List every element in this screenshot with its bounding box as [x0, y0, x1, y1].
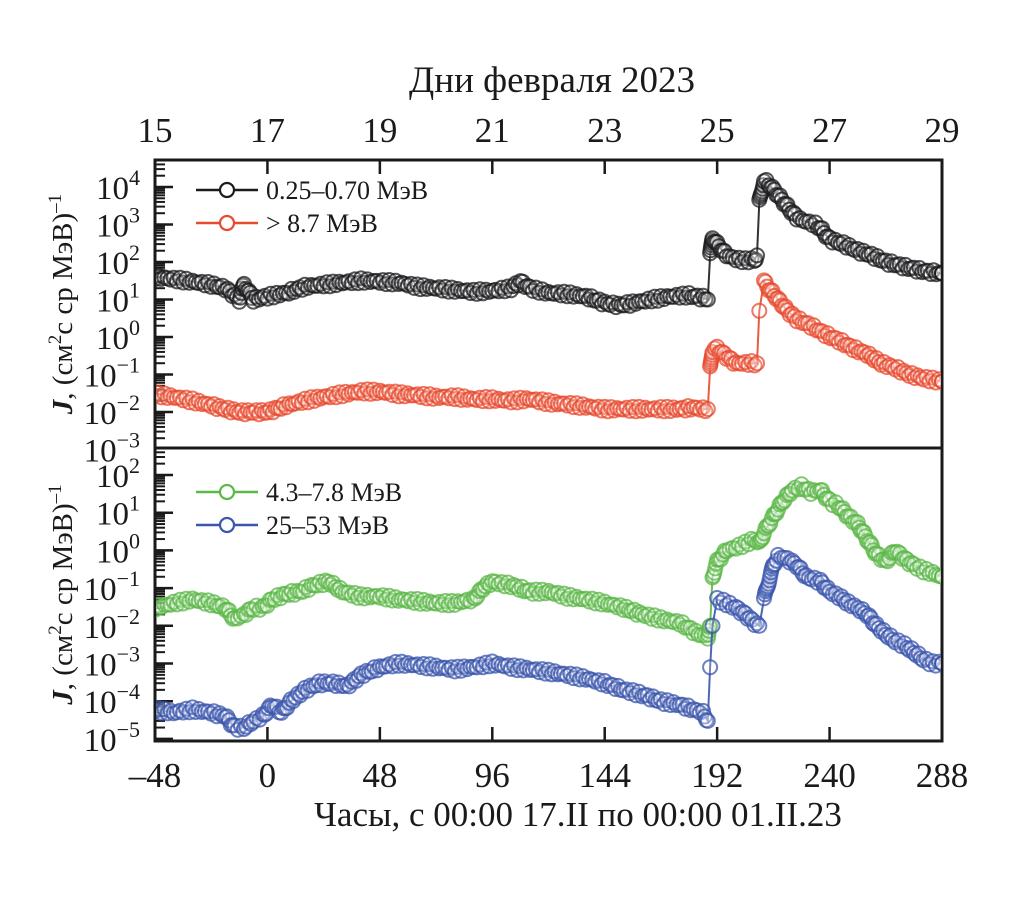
y-tick-label: 10−2 — [84, 390, 140, 432]
data-point — [704, 617, 721, 634]
x-tick-label: 288 — [916, 756, 969, 795]
top-day-label: 21 — [475, 111, 510, 150]
top-panel-series — [156, 172, 941, 423]
data-point — [934, 373, 941, 390]
legend-marker-icon — [218, 516, 236, 534]
legend-item: 0.25–0.70 МэВ — [196, 176, 428, 205]
legend-item: 25–53 МэВ — [196, 511, 389, 540]
y-tick-label: 100 — [96, 315, 140, 357]
y-axis-label: J, (см2с ср МэВ)–1 — [45, 484, 79, 705]
x-tick-label: 48 — [362, 756, 397, 795]
data-point — [751, 617, 768, 634]
legend-label: 25–53 МэВ — [266, 511, 389, 540]
top-day-label: 19 — [362, 111, 397, 150]
y-tick-label: 10−5 — [84, 717, 140, 759]
legend-marker-icon — [218, 214, 236, 232]
legend-label: 0.25–0.70 МэВ — [266, 176, 428, 205]
series-markers-2 — [156, 546, 941, 738]
data-point — [749, 247, 765, 264]
series-line-1 — [156, 485, 941, 639]
y-tick-label: 101 — [96, 278, 140, 320]
y-tick-label: 103 — [96, 203, 140, 245]
series-markers-2 — [156, 272, 941, 423]
top-day-label: 23 — [587, 111, 622, 150]
top-day-label: 17 — [250, 111, 285, 150]
x-tick-label: 192 — [691, 756, 744, 795]
legend-marker-icon — [218, 483, 236, 501]
y-tick-label: 10−1 — [84, 353, 140, 395]
x-tick-label: –48 — [128, 756, 182, 795]
y-tick-label: 102 — [96, 453, 140, 495]
x-axis-label: Часы, с 00:00 17.II по 00:00 01.II.23 — [314, 795, 842, 834]
series-markers-1 — [156, 172, 941, 316]
y-tick-label: 10−3 — [84, 642, 140, 684]
data-point — [934, 265, 941, 282]
data-point — [934, 655, 941, 672]
top-day-label: 29 — [925, 111, 960, 150]
data-point — [702, 659, 719, 676]
data-point — [749, 355, 765, 372]
x-tick-labels: –48 0 48 96 144 192 240 288 — [128, 756, 969, 795]
y-tick-label: 100 — [96, 528, 140, 570]
x-tick-label: 96 — [475, 756, 510, 795]
y-tick-label: 10−4 — [84, 679, 140, 721]
y-tick-label: 10−2 — [84, 604, 140, 646]
x-tick-label: 144 — [578, 756, 631, 795]
y-tick-label: 10−1 — [84, 566, 140, 608]
legend-bottom: 4.3–7.8 МэВ 25–53 МэВ — [196, 478, 402, 540]
legend-label: 4.3–7.8 МэВ — [266, 478, 402, 507]
legend-label: > 8.7 МэВ — [266, 209, 378, 238]
bottom-panel-series — [156, 476, 941, 738]
x-tick-label: 0 — [259, 756, 277, 795]
legend-item: 4.3–7.8 МэВ — [196, 478, 402, 507]
y-tick-label: 101 — [96, 491, 140, 533]
data-point — [751, 302, 768, 319]
plot-frame — [153, 158, 944, 743]
data-point — [699, 401, 716, 417]
y-tick-label: 10−3 — [84, 428, 140, 470]
x-tick-label: 240 — [803, 756, 856, 795]
data-point — [934, 568, 941, 585]
y-tick-labels: 10410310210110010−110−210−310210110010−1… — [84, 165, 140, 759]
y-tick-label: 102 — [96, 240, 140, 282]
y-axis-labels: J, (см2с ср МэВ)–1 J, (см2с ср МэВ)–1 — [45, 194, 79, 706]
legend-item: > 8.7 МэВ — [196, 209, 378, 238]
legend-top: 0.25–0.70 МэВ > 8.7 МэВ — [196, 176, 428, 238]
top-axis-title: Дни февраля 2023 — [409, 60, 695, 101]
top-day-label: 27 — [812, 111, 847, 150]
series-markers-1 — [156, 476, 941, 647]
top-day-label: 15 — [138, 111, 173, 150]
y-tick-label: 104 — [96, 165, 140, 207]
data-point — [699, 291, 716, 308]
top-day-labels: 15 17 19 21 23 25 27 29 — [138, 111, 960, 150]
legend-marker-icon — [218, 181, 236, 199]
y-axis-label: J, (см2с ср МэВ)–1 — [45, 194, 79, 415]
data-point — [699, 712, 716, 729]
top-day-label: 25 — [700, 111, 735, 150]
